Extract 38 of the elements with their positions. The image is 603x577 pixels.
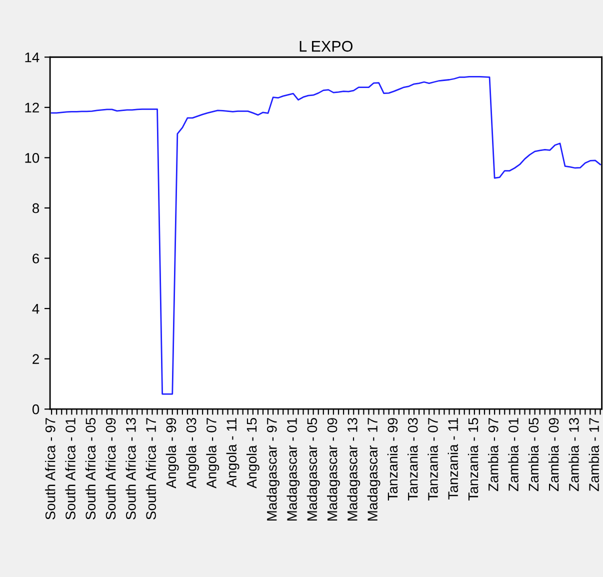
x-tick-label: Madagascar - 09 [327,418,340,520]
y-tick-label: 10 [25,153,40,163]
x-tick-label: Tanzania - 03 [408,418,418,500]
y-tick-label: 2 [32,354,39,364]
line-series [50,76,601,395]
x-tick-label: Angola - 07 [206,418,220,488]
x-tick-label: Madagascar - 01 [286,418,300,520]
x-tick-label: South Africa - 05 [85,418,96,520]
x-tick-label: Zambia - 01 [508,418,518,492]
x-tick-label: Zambia - 09 [548,418,559,492]
x-tick-label: South Africa - 09 [105,418,116,520]
x-tick-label: Angola - 03 [186,418,199,488]
y-tick-label: 6 [32,254,40,264]
x-tick-label: South Africa - 17 [146,418,156,520]
x-tick-label: Tanzania - 07 [428,418,438,500]
x-tick-label: Zambia - 17 [588,418,599,492]
y-tick-label: 8 [32,203,40,214]
x-tick-label: Madagascar - 97 [266,418,280,520]
y-tick-label: 0 [32,404,40,414]
x-tick-label: Angola - 99 [166,418,179,488]
x-tick-label: Madagascar - 13 [347,418,360,520]
x-tick-label: Angola - 15 [246,418,260,488]
y-tick-label: 12 [25,102,39,112]
x-tick-label: Tanzania - 11 [448,418,458,500]
x-tick-label: Angola - 11 [226,418,240,488]
x-tick-label: Tanzania - 99 [387,418,398,500]
x-tick-label: Zambia - 97 [488,418,498,492]
x-tick-label: Madagascar - 05 [306,418,320,520]
x-tick-label: South Africa - 01 [65,418,76,520]
y-tick-label: 4 [32,304,40,314]
x-tick-label: Madagascar - 17 [367,418,380,520]
x-tick-label: Zambia - 13 [568,418,579,492]
chart-title: L EXPO [300,40,352,52]
x-tick-label: Zambia - 05 [528,418,539,492]
y-tick-label: 14 [25,52,40,62]
x-tick-label: South Africa - 97 [45,418,56,520]
x-tick-label: South Africa - 13 [126,418,136,520]
x-tick-label: Tanzania - 15 [468,418,478,500]
